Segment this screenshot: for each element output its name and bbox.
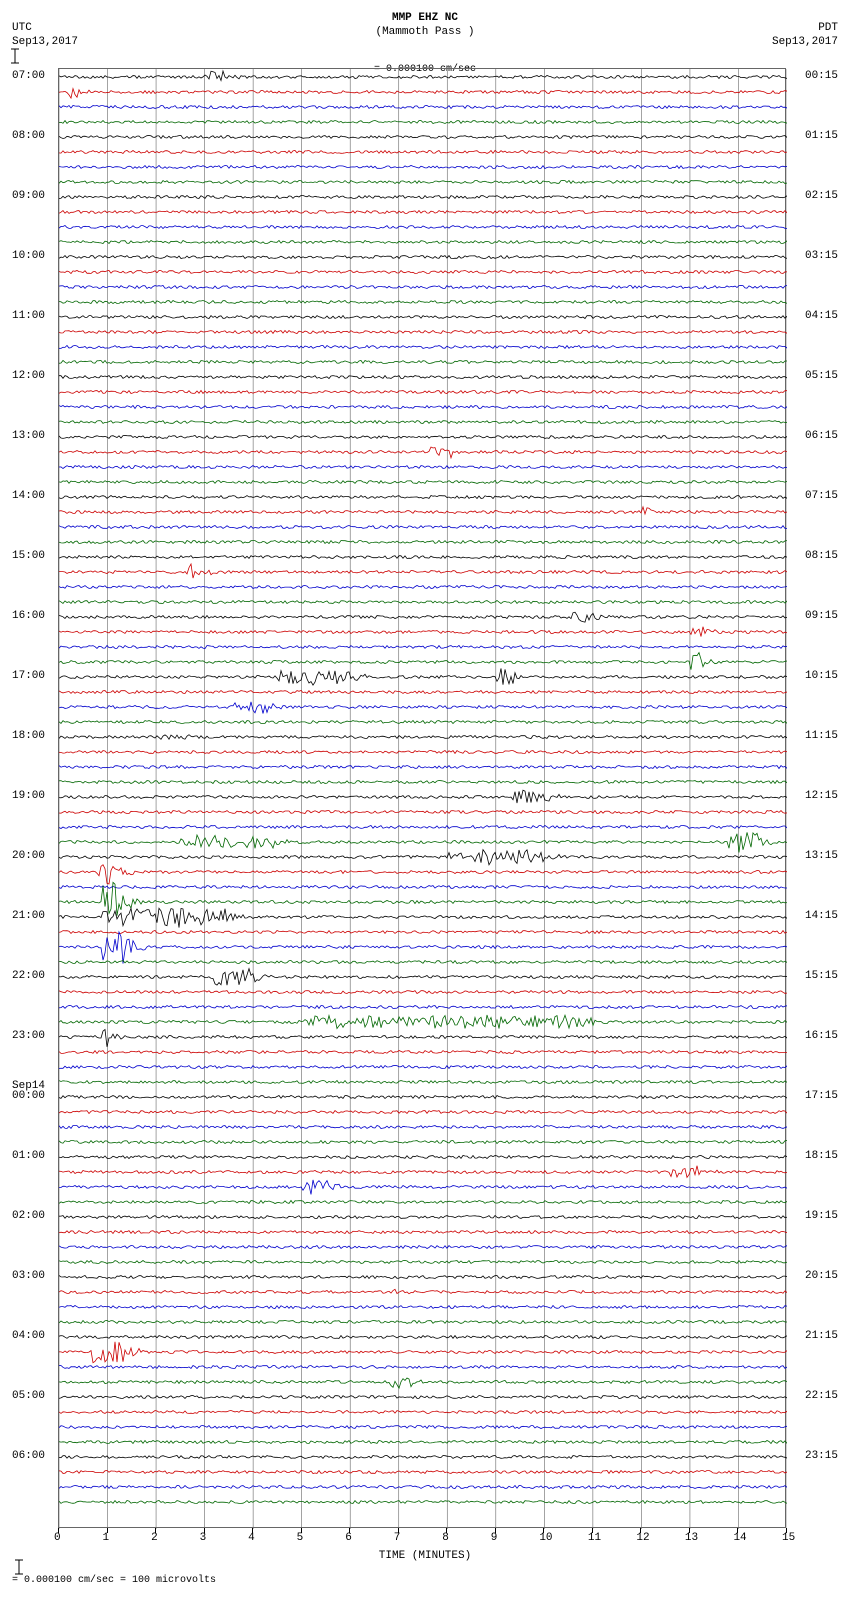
utc-time-label: 21:00 [12,910,45,922]
xaxis-tick [446,1528,447,1533]
xaxis-tick-label: 1 [103,1532,110,1544]
pdt-time-label: 21:15 [805,1330,838,1342]
utc-time-label: 23:00 [12,1030,45,1042]
xaxis-tick [495,1528,496,1533]
xaxis-tick-label: 13 [685,1532,698,1544]
pdt-time-label: 15:15 [805,970,838,982]
utc-time-label: 04:00 [12,1330,45,1342]
xaxis-tick-label: 6 [345,1532,352,1544]
footer-scale: = 0.000100 cm/sec = 100 microvolts [12,1559,216,1586]
utc-time-label: 06:00 [12,1450,45,1462]
pdt-time-label: 16:15 [805,1030,838,1042]
xaxis-tick [252,1528,253,1533]
xaxis-tick [543,1528,544,1533]
utc-time-label: 12:00 [12,370,45,382]
location-subtitle: (Mammoth Pass ) [8,26,842,38]
xaxis-tick-label: 10 [539,1532,552,1544]
utc-time-label: 03:00 [12,1270,45,1282]
utc-time-label: 02:00 [12,1210,45,1222]
utc-time-label: 05:00 [12,1390,45,1402]
date-right-label: Sep13,2017 [772,36,838,48]
xaxis-tick [640,1528,641,1533]
xaxis-tick [204,1528,205,1533]
utc-time-label: 17:00 [12,670,45,682]
pdt-time-label: 03:15 [805,250,838,262]
pdt-time-label: 09:15 [805,610,838,622]
xaxis-tick-label: 4 [248,1532,255,1544]
utc-time-label: 14:00 [12,490,45,502]
xaxis-tick [786,1528,787,1533]
xaxis-tick [301,1528,302,1533]
xaxis-tick-label: 14 [733,1532,746,1544]
pdt-time-label: 20:15 [805,1270,838,1282]
utc-time-label: 11:00 [12,310,45,322]
xaxis-tick-label: 0 [54,1532,61,1544]
pdt-time-label: 00:15 [805,70,838,82]
xaxis-tick [398,1528,399,1533]
footer-scale-text: = 0.000100 cm/sec = 100 microvolts [12,1575,216,1586]
utc-time-label: 20:00 [12,850,45,862]
xaxis-tick [349,1528,350,1533]
utc-time-label: 00:00 [12,1090,45,1102]
chart-header: UTC Sep13,2017 MMP EHZ NC (Mammoth Pass … [8,8,842,68]
xaxis-tick [107,1528,108,1533]
xaxis-tick-label: 8 [442,1532,449,1544]
pdt-time-label: 14:15 [805,910,838,922]
seismogram-chart: UTC Sep13,2017 MMP EHZ NC (Mammoth Pass … [8,8,842,1588]
pdt-time-label: 12:15 [805,790,838,802]
utc-time-label: 18:00 [12,730,45,742]
pdt-time-label: 05:15 [805,370,838,382]
pdt-time-label: 23:15 [805,1450,838,1462]
pdt-time-label: 02:15 [805,190,838,202]
pdt-time-label: 22:15 [805,1390,838,1402]
xaxis-tick [592,1528,593,1533]
pdt-time-label: 06:15 [805,430,838,442]
utc-time-label: 15:00 [12,550,45,562]
utc-time-label: 07:00 [12,70,45,82]
xaxis-tick [689,1528,690,1533]
xaxis-tick [58,1528,59,1533]
utc-time-label: 10:00 [12,250,45,262]
pdt-time-label: 18:15 [805,1150,838,1162]
pdt-time-label: 13:15 [805,850,838,862]
xaxis-tick-label: 11 [588,1532,601,1544]
pdt-time-label: 04:15 [805,310,838,322]
pdt-time-label: 17:15 [805,1090,838,1102]
xaxis-tick-label: 5 [297,1532,304,1544]
utc-time-label: 08:00 [12,130,45,142]
xaxis-tick-label: 3 [200,1532,207,1544]
pdt-time-label: 07:15 [805,490,838,502]
utc-time-label: 09:00 [12,190,45,202]
plot-area [58,68,786,1528]
seismogram-svg [59,69,787,1529]
utc-time-label: 22:00 [12,970,45,982]
utc-time-label: 13:00 [12,430,45,442]
pdt-time-label: 11:15 [805,730,838,742]
utc-time-label: 01:00 [12,1150,45,1162]
xaxis-tick [155,1528,156,1533]
xaxis-tick [737,1528,738,1533]
pdt-time-label: 01:15 [805,130,838,142]
xaxis-tick-label: 15 [782,1532,795,1544]
pdt-time-label: 10:15 [805,670,838,682]
xaxis-tick-label: 9 [491,1532,498,1544]
utc-time-label: 19:00 [12,790,45,802]
station-title: MMP EHZ NC [8,12,842,24]
tz-right-label: PDT [818,22,838,34]
xaxis-tick-label: 7 [394,1532,401,1544]
pdt-time-label: 19:15 [805,1210,838,1222]
utc-time-label: 16:00 [12,610,45,622]
pdt-time-label: 08:15 [805,550,838,562]
xaxis-tick-label: 2 [151,1532,158,1544]
xaxis-tick-label: 12 [636,1532,649,1544]
